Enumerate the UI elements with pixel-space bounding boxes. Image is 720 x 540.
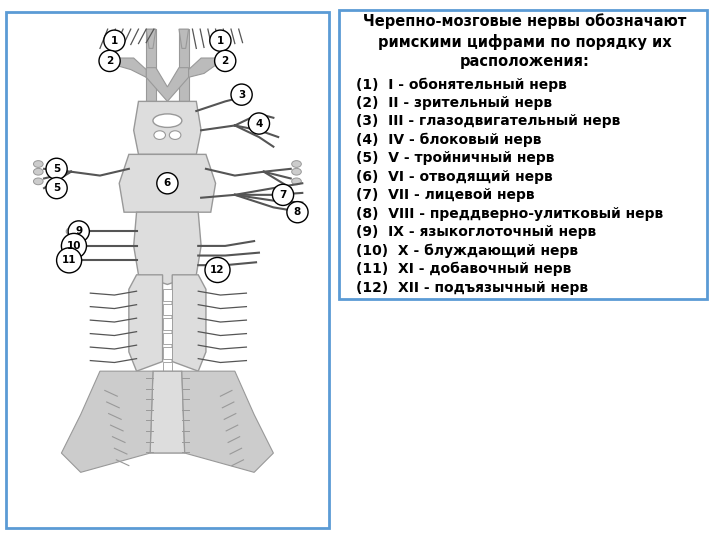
Polygon shape bbox=[134, 102, 201, 154]
Text: 10: 10 bbox=[67, 241, 81, 251]
Text: 11: 11 bbox=[62, 255, 76, 265]
Ellipse shape bbox=[33, 160, 43, 167]
Circle shape bbox=[157, 173, 178, 194]
Circle shape bbox=[287, 201, 308, 223]
Polygon shape bbox=[182, 371, 274, 472]
Ellipse shape bbox=[153, 114, 182, 127]
Polygon shape bbox=[163, 303, 172, 315]
Polygon shape bbox=[163, 318, 172, 330]
Text: 7: 7 bbox=[279, 190, 287, 200]
Ellipse shape bbox=[33, 178, 43, 185]
Polygon shape bbox=[146, 68, 189, 102]
Text: (5)  V - тройничный нерв: (5) V - тройничный нерв bbox=[356, 151, 554, 165]
Ellipse shape bbox=[61, 241, 75, 250]
Polygon shape bbox=[61, 371, 153, 472]
Ellipse shape bbox=[33, 168, 43, 175]
Ellipse shape bbox=[292, 168, 302, 175]
Circle shape bbox=[104, 30, 125, 51]
Polygon shape bbox=[179, 29, 189, 338]
Text: 9: 9 bbox=[75, 226, 82, 237]
Text: Черепно-мозговые нервы обозначают
римскими цифрами по порядку их
расположения:: Черепно-мозговые нервы обозначают римски… bbox=[363, 14, 687, 69]
Text: (1)  I - обонятельный нерв: (1) I - обонятельный нерв bbox=[356, 77, 567, 92]
Polygon shape bbox=[120, 154, 215, 212]
Text: (4)  IV - блоковый нерв: (4) IV - блоковый нерв bbox=[356, 133, 541, 147]
Ellipse shape bbox=[292, 160, 302, 167]
Circle shape bbox=[99, 50, 120, 71]
Text: (11)  XI - добавочный нерв: (11) XI - добавочный нерв bbox=[356, 262, 571, 276]
Ellipse shape bbox=[66, 227, 80, 236]
Text: (12)  XII - подъязычный нерв: (12) XII - подъязычный нерв bbox=[356, 281, 588, 295]
Ellipse shape bbox=[106, 56, 120, 66]
Text: (7)  VII - лицевой нерв: (7) VII - лицевой нерв bbox=[356, 188, 534, 202]
Text: 4: 4 bbox=[256, 119, 263, 129]
Polygon shape bbox=[163, 289, 172, 301]
Circle shape bbox=[46, 158, 67, 179]
Circle shape bbox=[215, 50, 236, 71]
Polygon shape bbox=[163, 347, 172, 359]
Text: 2: 2 bbox=[222, 56, 229, 66]
Polygon shape bbox=[189, 58, 217, 77]
Circle shape bbox=[68, 221, 89, 242]
Text: 8: 8 bbox=[294, 207, 301, 217]
Polygon shape bbox=[172, 275, 206, 371]
Circle shape bbox=[231, 84, 252, 105]
Polygon shape bbox=[117, 58, 146, 77]
Polygon shape bbox=[134, 212, 201, 285]
Ellipse shape bbox=[169, 131, 181, 139]
Text: 5: 5 bbox=[53, 164, 60, 174]
Text: (6)  VI - отводящий нерв: (6) VI - отводящий нерв bbox=[356, 170, 552, 184]
Text: 12: 12 bbox=[210, 265, 225, 275]
Text: 5: 5 bbox=[53, 183, 60, 193]
Text: 6: 6 bbox=[163, 178, 171, 188]
Polygon shape bbox=[150, 371, 185, 453]
Polygon shape bbox=[163, 362, 172, 373]
Ellipse shape bbox=[57, 256, 70, 265]
Text: (8)  VIII - преддверно-улитковый нерв: (8) VIII - преддверно-улитковый нерв bbox=[356, 207, 663, 221]
Text: (2)  II - зрительный нерв: (2) II - зрительный нерв bbox=[356, 96, 552, 110]
Ellipse shape bbox=[217, 56, 230, 66]
Text: (9)  IX - языкоглоточный нерв: (9) IX - языкоглоточный нерв bbox=[356, 225, 596, 239]
Ellipse shape bbox=[292, 178, 302, 185]
FancyBboxPatch shape bbox=[338, 10, 707, 299]
Polygon shape bbox=[163, 333, 172, 344]
Text: 2: 2 bbox=[106, 56, 113, 66]
FancyBboxPatch shape bbox=[6, 12, 329, 528]
Text: 1: 1 bbox=[217, 36, 224, 46]
Circle shape bbox=[272, 184, 294, 205]
Polygon shape bbox=[129, 275, 163, 371]
Text: 3: 3 bbox=[238, 90, 246, 100]
Circle shape bbox=[210, 30, 231, 51]
Polygon shape bbox=[146, 29, 156, 49]
Polygon shape bbox=[179, 29, 189, 49]
Ellipse shape bbox=[154, 131, 166, 139]
Circle shape bbox=[46, 178, 67, 199]
Circle shape bbox=[57, 248, 81, 273]
Circle shape bbox=[205, 258, 230, 282]
Circle shape bbox=[248, 113, 269, 134]
Circle shape bbox=[61, 233, 86, 259]
Text: (3)  III - глазодвигательный нерв: (3) III - глазодвигательный нерв bbox=[356, 114, 620, 129]
Text: (10)  X - блуждающий нерв: (10) X - блуждающий нерв bbox=[356, 244, 578, 258]
Polygon shape bbox=[146, 29, 156, 338]
Text: 1: 1 bbox=[111, 36, 118, 46]
